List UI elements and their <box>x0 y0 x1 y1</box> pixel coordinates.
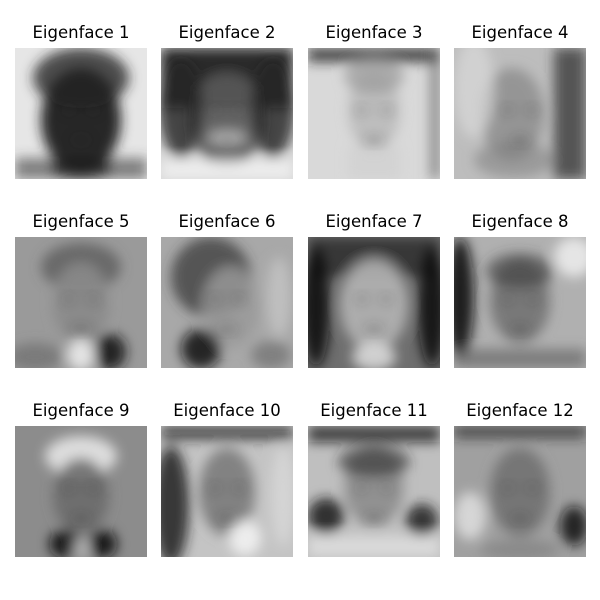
eigenface-image <box>15 237 147 368</box>
panel-title: Eigenface 12 <box>466 401 574 420</box>
panel-title: Eigenface 9 <box>32 401 130 420</box>
eigenface-image <box>308 237 440 368</box>
eigenface-image <box>308 426 440 557</box>
panel-title: Eigenface 5 <box>32 212 130 231</box>
panel-title: Eigenface 1 <box>32 23 130 42</box>
eigenface-image <box>15 426 147 557</box>
eigenface-image <box>454 426 586 557</box>
panel-title: Eigenface 4 <box>471 23 569 42</box>
eigenface-image <box>15 48 147 179</box>
panel-title: Eigenface 6 <box>178 212 276 231</box>
panel-title: Eigenface 10 <box>173 401 281 420</box>
eigenface-image <box>454 48 586 179</box>
panel-title: Eigenface 3 <box>325 23 423 42</box>
eigenface-image <box>161 237 293 368</box>
eigenface-image <box>308 48 440 179</box>
panel-title: Eigenface 7 <box>325 212 423 231</box>
panel-title: Eigenface 2 <box>178 23 276 42</box>
panel-title: Eigenface 8 <box>471 212 569 231</box>
eigenface-image <box>161 426 293 557</box>
eigenface-image <box>161 48 293 179</box>
panel-title: Eigenface 11 <box>320 401 428 420</box>
eigenface-image <box>454 237 586 368</box>
